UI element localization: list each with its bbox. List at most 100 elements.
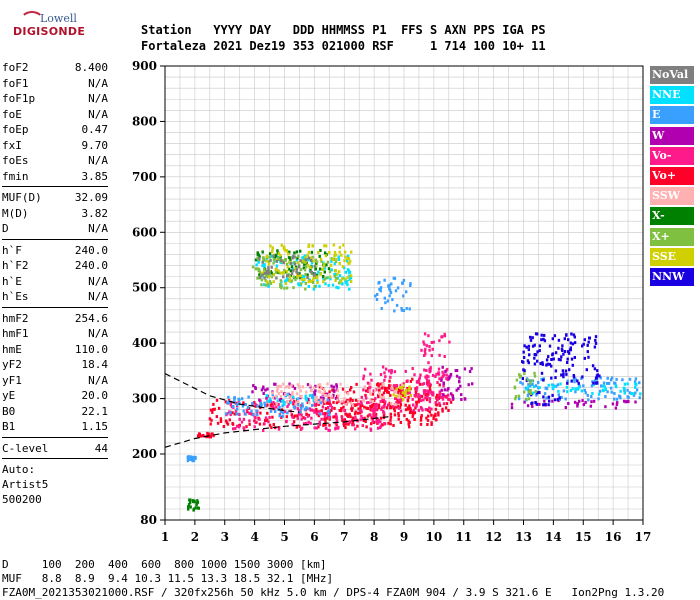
echo-dot [367, 401, 370, 404]
station-header: Station YYYY DAY DDD HHMMSS P1 FFS S AXN… [141, 22, 546, 54]
echo-dot [312, 409, 315, 413]
echo-dot [375, 298, 379, 301]
echo-dot [306, 383, 310, 387]
echo-dot [333, 257, 336, 261]
echo-dot [403, 394, 407, 397]
echo-dot [246, 406, 250, 410]
echo-dot [260, 278, 263, 282]
echo-dot [531, 404, 534, 408]
echo-dot [463, 367, 467, 371]
echo-dot [568, 368, 571, 372]
echo-dot [527, 361, 530, 365]
param-group-critical-frequencies: foF2 8.400 foF1 N/A foF1p N/A foE N/A foEp 0.47 fx… [2, 60, 108, 184]
echo-dot [424, 347, 427, 351]
echo-dot [380, 386, 383, 390]
echo-dot [529, 389, 532, 392]
echo-dot [628, 391, 632, 395]
echo-dot [298, 271, 301, 275]
echo-dot [560, 347, 564, 351]
echo-dot [256, 413, 259, 417]
echo-dot [570, 332, 573, 336]
echo-dot [306, 276, 309, 280]
echo-dot [342, 243, 345, 247]
echo-dot [369, 391, 372, 395]
echo-dot [291, 256, 294, 260]
echo-dot [436, 403, 439, 407]
echo-dot [397, 390, 400, 394]
x-tick-label: 9 [400, 530, 408, 544]
echo-dot [557, 393, 560, 397]
echo-dot [310, 408, 314, 412]
echo-dot [523, 400, 526, 404]
echo-dot [444, 370, 447, 373]
echo-dot [380, 407, 383, 411]
echo-dot [570, 357, 574, 361]
echo-dot [596, 369, 599, 373]
echo-dot [332, 385, 335, 389]
echo-dot [556, 397, 560, 401]
echo-dot [277, 269, 280, 273]
echo-dot [419, 422, 423, 426]
echo-dot [379, 382, 382, 386]
echo-dot [263, 401, 266, 405]
echo-dot [361, 424, 364, 428]
echo-dot [534, 390, 537, 393]
echo-dot [407, 395, 410, 399]
echo-dot [583, 388, 586, 392]
echo-dot [265, 280, 269, 284]
echo-dot [282, 275, 285, 279]
echo-dot [379, 373, 383, 376]
echo-dot [288, 382, 291, 386]
echo-dot [377, 281, 380, 285]
echo-dot [540, 377, 543, 381]
echo-dot [269, 244, 272, 248]
echo-dot [589, 404, 592, 408]
echo-dot [522, 360, 525, 364]
echo-dot [548, 362, 551, 366]
echo-dot [348, 270, 352, 274]
echo-dot [334, 260, 338, 264]
echo-dot [399, 400, 402, 404]
plot-grid [165, 66, 643, 520]
echo-dot [296, 407, 300, 411]
profile-curves [164, 373, 393, 448]
echo-dot [428, 382, 431, 386]
echo-dot [288, 279, 292, 283]
echo-dot [246, 410, 249, 414]
echo-dot [388, 384, 391, 388]
echo-dot [556, 383, 560, 387]
echo-dot [445, 395, 449, 399]
echo-dot [315, 407, 318, 411]
echo-dot [281, 411, 285, 415]
echo-dot [615, 377, 618, 381]
echo-dot [370, 408, 374, 412]
echo-dot [242, 417, 246, 421]
echo-dot [327, 406, 330, 409]
echo-dot [374, 397, 377, 401]
echo-dot [399, 383, 402, 387]
echo-dot [188, 458, 191, 461]
echo-dot [212, 408, 215, 412]
x-tick-label: 14 [545, 530, 562, 544]
echo-dot [427, 393, 430, 396]
echo-dot [322, 396, 325, 400]
echo-dot [430, 413, 433, 417]
echo-dot [276, 399, 279, 403]
echo-dot [552, 357, 555, 361]
echo-dot [602, 384, 605, 388]
echo-dot [354, 410, 357, 414]
echo-dot [268, 255, 271, 259]
echo-dot [323, 400, 327, 404]
param-name: h`E [2, 274, 22, 288]
echo-dot [591, 364, 595, 368]
echo-dot [304, 281, 307, 285]
echo-dot [307, 250, 311, 254]
echo-dot [379, 399, 382, 403]
echo-dot [573, 341, 577, 345]
echo-dot [303, 275, 306, 279]
echo-dot [211, 410, 214, 414]
echo-dot [321, 392, 325, 396]
echo-dot [235, 403, 239, 407]
echo-dot [332, 400, 335, 404]
echo-dot [576, 379, 579, 383]
